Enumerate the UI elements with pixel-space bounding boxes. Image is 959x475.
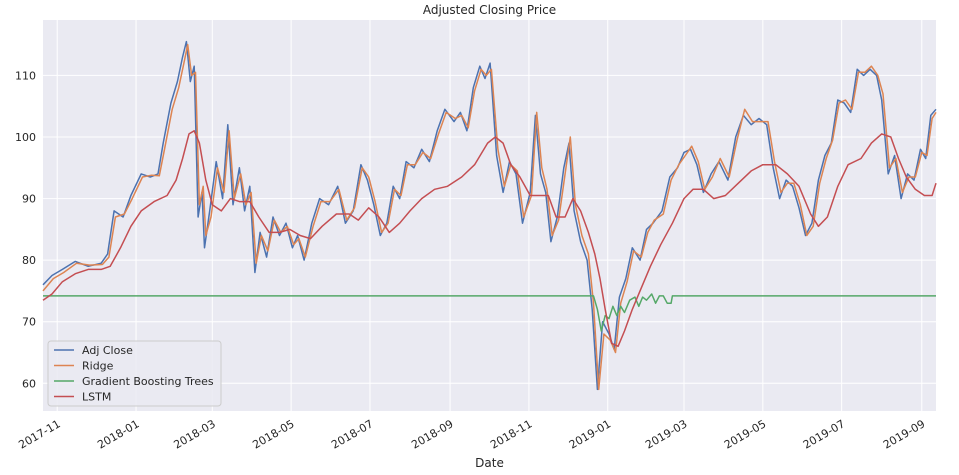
y-tick-labels: 60 70 80 90 100 110 bbox=[15, 69, 36, 390]
series-line-ridge bbox=[42, 43, 937, 391]
legend-label: LSTM bbox=[82, 391, 111, 404]
chart-title: Adjusted Closing Price bbox=[423, 3, 556, 17]
legend-label: Adj Close bbox=[82, 344, 133, 357]
y-tick-label: 90 bbox=[22, 193, 36, 206]
series-line-lstm bbox=[42, 130, 937, 348]
series-layer bbox=[42, 40, 937, 391]
legend: Adj Close Ridge Gradient Boosting Trees LST… bbox=[47, 340, 222, 407]
legend-label: Ridge bbox=[82, 360, 114, 373]
y-tick-label: 70 bbox=[22, 316, 36, 329]
y-tick-label: 80 bbox=[22, 254, 36, 267]
x-axis-title: Date bbox=[475, 456, 504, 470]
series-line-gradient-boosting-trees bbox=[43, 293, 936, 332]
y-tick-label: 60 bbox=[22, 377, 36, 390]
legend-label: Gradient Boosting Trees bbox=[82, 375, 214, 388]
legend-box bbox=[47, 340, 222, 407]
y-tick-label: 100 bbox=[15, 131, 36, 144]
y-tick-label: 110 bbox=[15, 69, 36, 82]
